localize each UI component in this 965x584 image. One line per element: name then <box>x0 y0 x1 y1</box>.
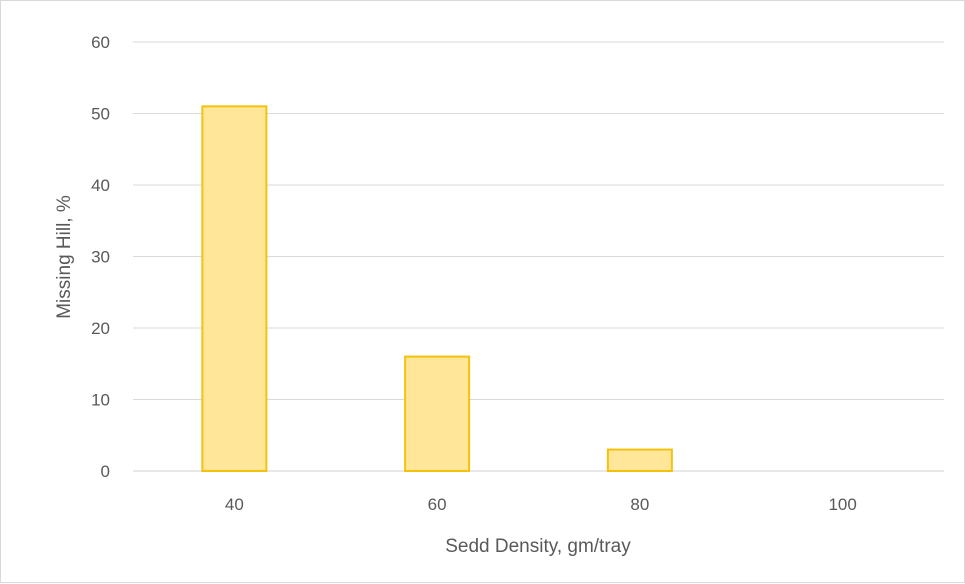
y-tick-label: 40 <box>91 176 110 195</box>
bar-80 <box>606 448 673 472</box>
y-tick-label: 50 <box>91 105 110 124</box>
bar-60 <box>404 355 471 473</box>
x-tick-labels: 40 60 80 100 <box>225 495 857 514</box>
x-tick-label-100: 100 <box>828 495 856 514</box>
y-tick-label: 20 <box>91 319 110 338</box>
y-tick-labels: 0 10 20 30 40 50 60 <box>91 33 110 481</box>
x-axis-title: Sedd Density, gm/tray <box>445 536 631 557</box>
bars <box>201 105 673 473</box>
gridlines <box>133 41 944 472</box>
x-tick-label-60: 60 <box>428 495 447 514</box>
y-tick-label: 60 <box>91 33 110 52</box>
y-tick-label: 30 <box>91 248 110 267</box>
x-tick-label-80: 80 <box>630 495 649 514</box>
y-tick-label: 10 <box>91 391 110 410</box>
bar-40 <box>201 105 268 472</box>
y-tick-label: 0 <box>101 462 110 481</box>
x-tick-label-40: 40 <box>225 495 244 514</box>
y-axis-title: Missing Hill, % <box>54 195 75 319</box>
